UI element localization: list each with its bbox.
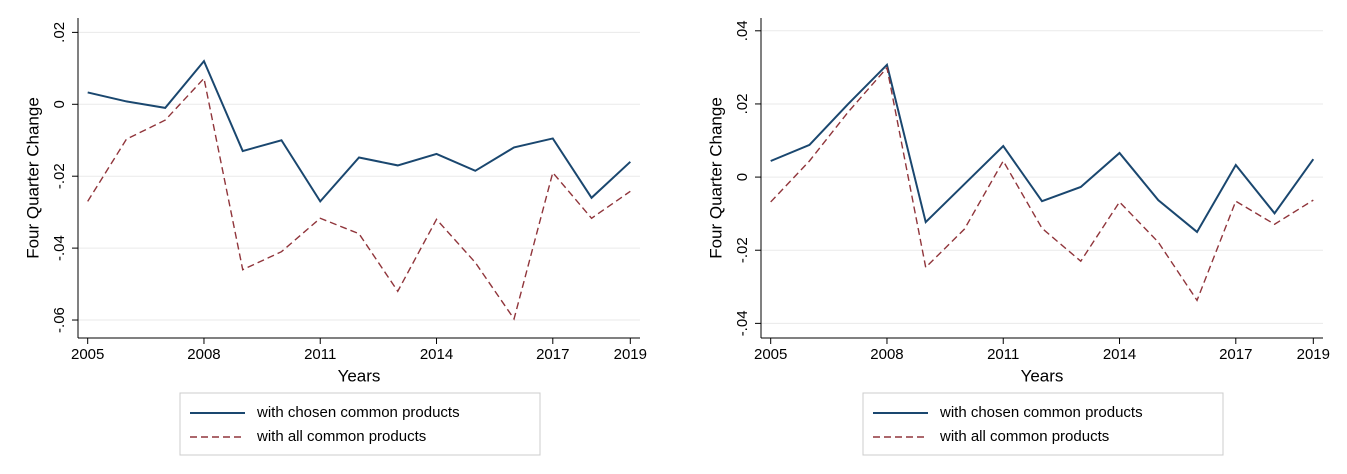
x-tick-label: 2017 (1219, 346, 1252, 363)
x-axis-title: Years (338, 366, 381, 385)
y-tick-label: -.04 (734, 310, 751, 336)
y-tick-label: -.02 (51, 163, 68, 189)
x-tick-label: 2017 (536, 346, 569, 363)
x-tick-label: 2014 (1103, 346, 1136, 363)
legend-box (862, 392, 1224, 456)
x-tick-label: 2008 (187, 346, 220, 363)
y-axis-title: Four Quarter Change (706, 97, 725, 259)
y-tick-label: -.04 (51, 235, 68, 261)
y-tick-label: -.06 (51, 307, 68, 333)
legend-label: with chosen common products (939, 404, 1143, 421)
y-tick-label: 0 (51, 100, 68, 108)
legend-label: with all common products (939, 428, 1109, 445)
x-axis-title: Years (1021, 366, 1064, 385)
y-axis-title: Four Quarter Change (23, 97, 42, 259)
data-line (770, 66, 1314, 302)
x-tick-label: 2014 (420, 346, 453, 363)
y-tick-label: .02 (51, 22, 68, 43)
data-line (770, 62, 1315, 234)
y-tick-label: .02 (734, 94, 751, 115)
x-tick-label: 2008 (870, 346, 903, 363)
legend-label: with chosen common products (256, 404, 460, 421)
y-tick-label: 0 (734, 173, 751, 181)
legend-label: with all common products (256, 428, 426, 445)
y-tick-label: -.02 (734, 237, 751, 263)
data-line (87, 76, 631, 321)
x-tick-label: 2005 (71, 346, 104, 363)
x-tick-label: 2019 (1297, 346, 1330, 363)
x-tick-label: 2005 (754, 346, 787, 363)
legend-box (179, 392, 541, 456)
x-tick-label: 2019 (614, 346, 647, 363)
y-tick-label: .04 (734, 20, 751, 41)
x-tick-label: 2011 (987, 346, 1019, 363)
x-tick-label: 2011 (304, 346, 336, 363)
data-line (87, 59, 631, 204)
